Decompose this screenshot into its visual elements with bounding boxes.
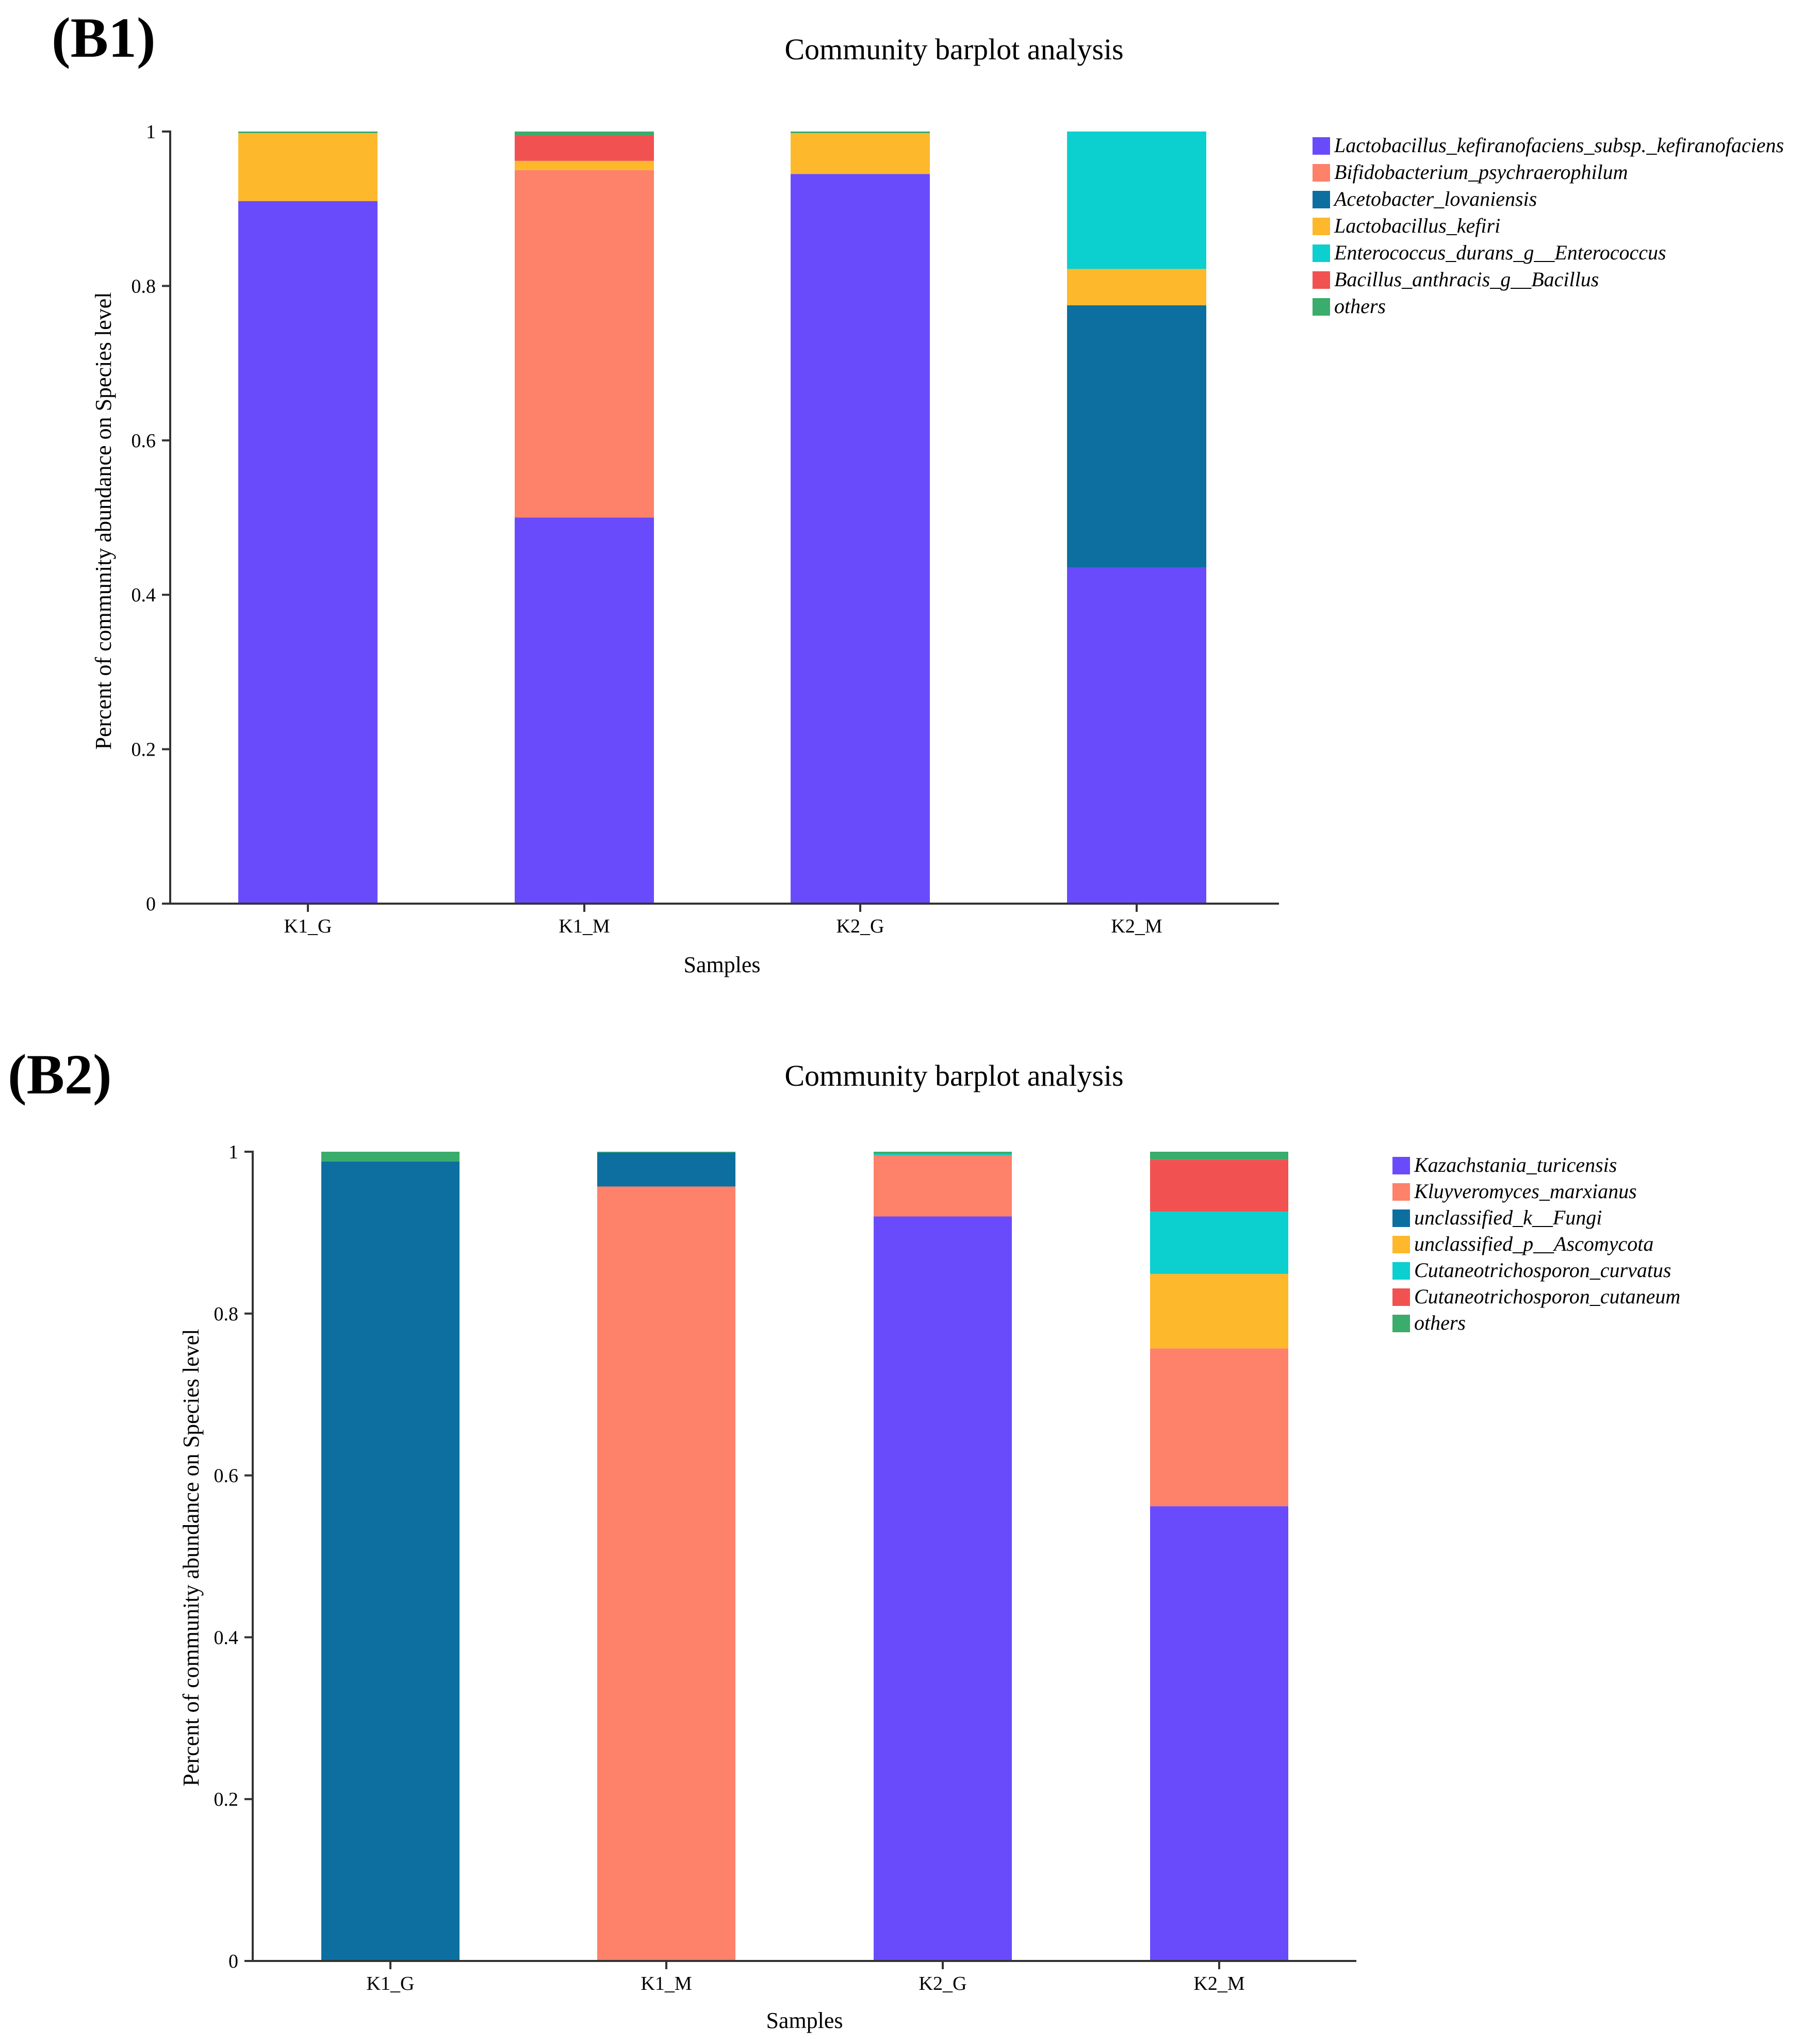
bar-segment: [515, 132, 654, 136]
x-tick-label: K1_M: [559, 915, 610, 937]
bar-segment: [238, 133, 378, 201]
x-tick-label: K2_G: [837, 915, 884, 937]
y-tick-label: 0.4: [132, 584, 156, 606]
legend-swatch: [1313, 218, 1330, 235]
bar-segment: [874, 1216, 1012, 1961]
legend-swatch: [1392, 1315, 1410, 1332]
legend-entry: others: [1334, 295, 1386, 318]
bar-segment: [874, 1152, 1012, 1154]
legend-entry: Cutaneotrichosporon_curvatus: [1414, 1258, 1671, 1282]
y-tick-label: 0.8: [214, 1303, 239, 1325]
panel-label: (B2): [8, 1043, 112, 1106]
bar-segment: [791, 133, 930, 174]
bar-segment: [321, 1161, 460, 1961]
legend-swatch: [1313, 271, 1330, 289]
legend-swatch: [1392, 1209, 1410, 1227]
x-tick-label: K1_M: [641, 1973, 692, 1994]
legend-swatch: [1392, 1288, 1410, 1306]
legend-swatch: [1313, 244, 1330, 262]
legend-entry: Acetobacter_lovaniensis: [1333, 187, 1537, 210]
legend-entry: unclassified_p__Ascomycota: [1414, 1232, 1653, 1255]
legend-entry: Lactobacillus_kefiranofaciens_subsp._kef…: [1334, 134, 1784, 157]
chart-title: Community barplot analysis: [784, 32, 1123, 66]
chart-title: Community barplot analysis: [784, 1059, 1123, 1092]
legend-swatch: [1313, 137, 1330, 155]
bar-segment: [1067, 132, 1206, 269]
legend-swatch: [1392, 1157, 1410, 1174]
panel-b1: (B1) Community barplot analysis Samples …: [52, 6, 1784, 977]
legend: Lactobacillus_kefiranofaciens_subsp._kef…: [1313, 134, 1784, 318]
bar-segment: [1150, 1152, 1288, 1160]
y-tick-label: 1: [228, 1141, 238, 1163]
legend-entry: others: [1414, 1311, 1466, 1334]
y-tick-label: 0: [146, 893, 156, 915]
x-tick-label: K2_M: [1193, 1973, 1244, 1994]
x-axis-label: Samples: [766, 2008, 843, 2033]
bar-segment: [1067, 567, 1206, 904]
bar-group: [238, 132, 1206, 904]
bar-segment: [515, 135, 654, 161]
legend-swatch: [1313, 298, 1330, 316]
bar-segment: [874, 1154, 1012, 1156]
y-tick-label: 0.6: [132, 430, 156, 452]
legend-entry: Bacillus_anthracis_g__Bacillus: [1334, 268, 1599, 291]
bar-segment: [1067, 305, 1206, 568]
x-tick-label: K1_G: [367, 1973, 415, 1994]
bar-segment: [597, 1152, 735, 1187]
y-axis-label: Percent of community abundance on Specie…: [91, 292, 116, 749]
legend: Kazachstania_turicensis Kluyveromyces_mar…: [1392, 1153, 1680, 1334]
x-tick-label: K2_M: [1111, 915, 1162, 937]
y-tick-label: 0.8: [132, 275, 156, 297]
legend-entry: Bifidobacterium_psychraerophilum: [1334, 160, 1628, 184]
bar-segment: [791, 174, 930, 904]
y-tick-label: 0.4: [214, 1627, 239, 1648]
legend-swatch: [1392, 1236, 1410, 1253]
bar-segment: [874, 1155, 1012, 1217]
legend-entry: Lactobacillus_kefiri: [1334, 214, 1500, 237]
bar-segment: [1150, 1159, 1288, 1212]
bar-segment: [597, 1152, 735, 1153]
x-axis-label: Samples: [683, 952, 760, 977]
y-tick-label: 0: [228, 1951, 238, 1972]
y-axis-label: Percent of community abundance on Specie…: [178, 1329, 204, 1786]
y-tick-label: 0.2: [214, 1789, 239, 1810]
bar-segment: [321, 1152, 460, 1162]
legend-swatch: [1313, 164, 1330, 182]
axes: 0 0.2 0.4 0.6 0.8 1 K1_G K1_M K2_G K2_M: [214, 1141, 1356, 1994]
bar-segment: [1150, 1348, 1288, 1507]
bar-segment: [515, 517, 654, 904]
legend-swatch: [1392, 1262, 1410, 1280]
x-tick-label: K1_G: [284, 915, 332, 937]
bar-segment: [791, 132, 930, 133]
panel-label: (B1): [52, 6, 156, 69]
bar-segment: [515, 160, 654, 170]
legend-entry: Cutaneotrichosporon_cutaneum: [1414, 1285, 1680, 1308]
panel-b2: (B2) Community barplot analysis Samples …: [8, 1043, 1680, 2033]
legend-entry: Kazachstania_turicensis: [1414, 1153, 1617, 1176]
axes: 0 0.2 0.4 0.6 0.8 1 K1_G K1_M K2_G K2_M: [132, 121, 1279, 937]
y-tick-label: 1: [146, 121, 156, 143]
bar-segment: [1150, 1212, 1288, 1274]
y-tick-label: 0.6: [214, 1465, 239, 1487]
bar-segment: [1150, 1506, 1288, 1961]
bar-segment: [597, 1186, 735, 1961]
legend-entry: Enterococcus_durans_g__Enterococcus: [1334, 241, 1666, 264]
legend-entry: Kluyveromyces_marxianus: [1414, 1180, 1637, 1203]
bar-segment: [515, 170, 654, 518]
bar-segment: [238, 201, 378, 904]
legend-entry: unclassified_k__Fungi: [1414, 1206, 1602, 1229]
bar-segment: [1150, 1273, 1288, 1349]
bar-segment: [238, 132, 378, 133]
legend-swatch: [1392, 1183, 1410, 1201]
bar-segment: [1067, 269, 1206, 305]
legend-swatch: [1313, 191, 1330, 208]
bar-group: [321, 1152, 1288, 1961]
y-tick-label: 0.2: [132, 739, 156, 761]
x-tick-label: K2_G: [919, 1973, 967, 1994]
